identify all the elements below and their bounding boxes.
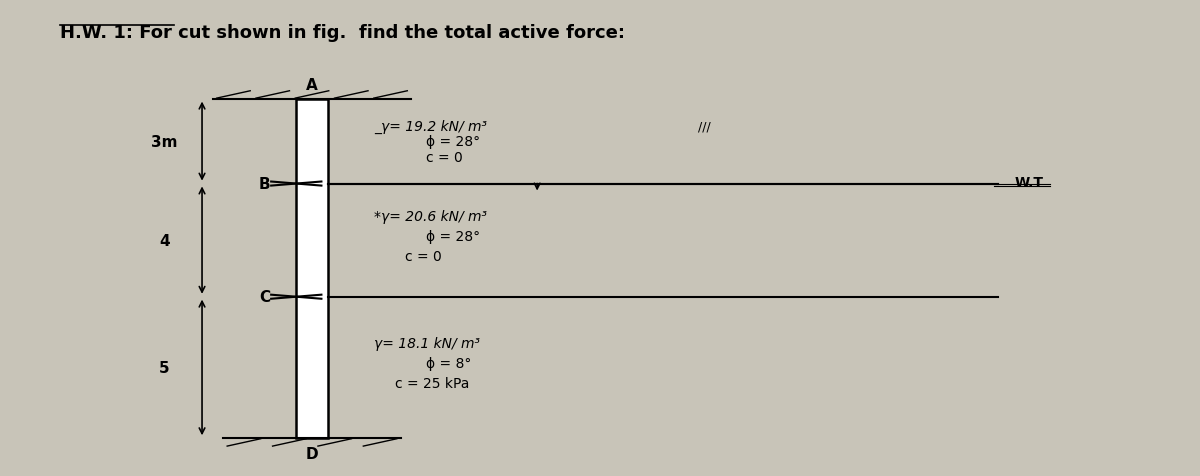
Text: 4: 4 <box>160 233 169 248</box>
Text: ϕ = 28°: ϕ = 28° <box>426 229 480 243</box>
Text: c = 25 kPa: c = 25 kPa <box>395 376 469 390</box>
Text: 5: 5 <box>160 360 169 375</box>
Text: B: B <box>259 177 271 192</box>
Text: ///: /// <box>698 120 712 133</box>
Text: 3m: 3m <box>151 134 178 149</box>
Text: _γ= 19.2 kN/ m³: _γ= 19.2 kN/ m³ <box>373 119 487 133</box>
Text: D: D <box>306 446 318 461</box>
Text: ϕ = 8°: ϕ = 8° <box>426 357 472 370</box>
Text: H.W. 1: For cut shown in fig.  find the total active force:: H.W. 1: For cut shown in fig. find the t… <box>60 24 625 42</box>
Text: C: C <box>259 289 270 305</box>
Polygon shape <box>296 99 328 438</box>
Text: W.T: W.T <box>1015 176 1044 190</box>
Text: c = 0: c = 0 <box>406 249 442 263</box>
Text: ϕ = 28°: ϕ = 28° <box>426 135 480 149</box>
Text: A: A <box>306 78 318 93</box>
Text: c = 0: c = 0 <box>426 150 463 164</box>
Text: *γ= 20.6 kN/ m³: *γ= 20.6 kN/ m³ <box>373 209 487 224</box>
Text: γ= 18.1 kN/ m³: γ= 18.1 kN/ m³ <box>373 337 480 351</box>
